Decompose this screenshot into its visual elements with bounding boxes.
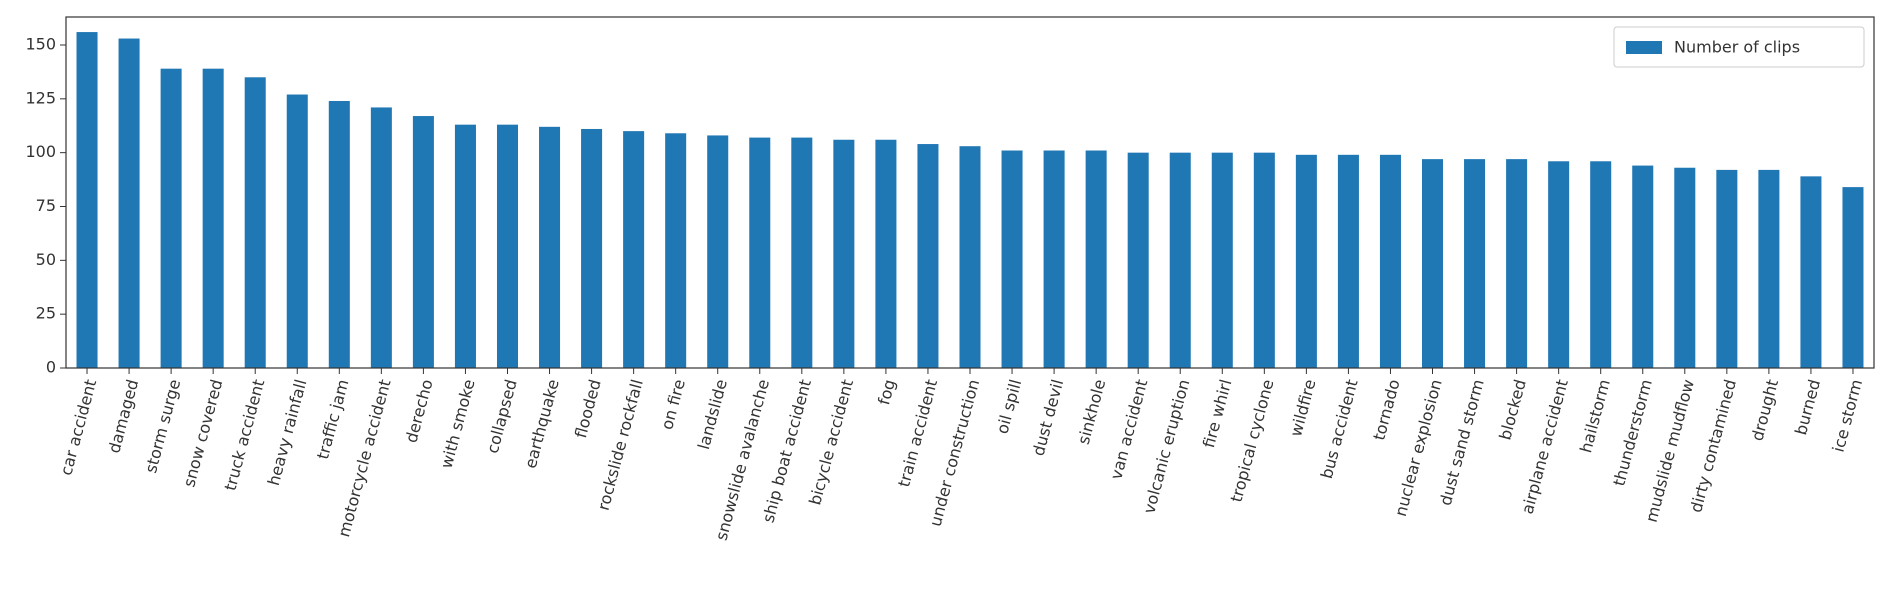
bar bbox=[959, 146, 981, 368]
x-tick-label: landslide bbox=[694, 377, 731, 451]
y-tick-label: 0 bbox=[46, 358, 56, 377]
x-tick-label: burned bbox=[1791, 377, 1824, 437]
bar bbox=[76, 32, 98, 369]
bar bbox=[1295, 154, 1317, 368]
x-tick-label: van accident bbox=[1106, 377, 1151, 481]
x-tick-label: bus accident bbox=[1317, 377, 1362, 480]
x-tick-label: volcanic eruption bbox=[1139, 377, 1193, 515]
y-tick-label: 50 bbox=[36, 250, 56, 269]
bar bbox=[1506, 159, 1528, 368]
x-tick-label: thunderstorm bbox=[1609, 377, 1656, 488]
x-tick-label: flooded bbox=[571, 377, 605, 440]
x-tick-label: tornado bbox=[1369, 377, 1403, 442]
x-tick-label: fire whirl bbox=[1199, 377, 1235, 449]
x-tick-label: dust sand storm bbox=[1436, 377, 1488, 507]
bar bbox=[1127, 152, 1149, 368]
bar bbox=[1716, 169, 1738, 368]
y-tick-label: 150 bbox=[25, 34, 56, 53]
bar bbox=[1043, 150, 1065, 368]
x-tick-label: damaged bbox=[104, 377, 142, 455]
x-tick-label: with smoke bbox=[437, 377, 479, 470]
bar bbox=[1632, 165, 1654, 368]
x-tick-label: wildfire bbox=[1286, 377, 1319, 438]
bar bbox=[875, 139, 897, 368]
y-tick-label: 125 bbox=[25, 88, 56, 107]
bar bbox=[1758, 169, 1780, 368]
x-tick-label: airplane accident bbox=[1518, 377, 1572, 516]
bar bbox=[1085, 150, 1107, 368]
legend-box bbox=[1613, 26, 1865, 68]
bar bbox=[791, 137, 813, 368]
bar bbox=[1422, 159, 1444, 368]
bar bbox=[707, 135, 729, 368]
bar bbox=[1800, 176, 1822, 368]
bar bbox=[833, 139, 855, 368]
y-tick-label: 25 bbox=[36, 304, 56, 323]
x-tick-label: hailstorm bbox=[1576, 377, 1614, 454]
bar bbox=[202, 68, 224, 369]
x-tick-label: car accident bbox=[56, 377, 100, 477]
x-tick-label: traffic jam bbox=[313, 377, 353, 461]
x-tick-label: tropical cyclone bbox=[1226, 377, 1277, 504]
x-tick-label: rockslide rockfall bbox=[594, 377, 647, 512]
y-tick-label: 100 bbox=[25, 142, 56, 161]
bar bbox=[1001, 150, 1023, 368]
x-tick-label: on fire bbox=[657, 377, 689, 431]
x-tick-label: dirty contamined bbox=[1686, 377, 1740, 514]
bar bbox=[454, 124, 476, 369]
x-tick-label: storm surge bbox=[141, 377, 184, 475]
bar bbox=[539, 126, 561, 368]
bar bbox=[370, 107, 392, 369]
x-tick-label: ice storm bbox=[1829, 377, 1867, 454]
x-tick-label: collapsed bbox=[483, 377, 521, 455]
x-tick-label: snow covered bbox=[179, 377, 226, 489]
bar bbox=[623, 131, 645, 368]
bar bbox=[1379, 154, 1401, 368]
bar bbox=[1842, 187, 1864, 368]
bar bbox=[118, 38, 140, 368]
bar bbox=[665, 133, 687, 368]
x-tick-label: drought bbox=[1747, 377, 1782, 443]
legend-label: Number of clips bbox=[1674, 38, 1800, 57]
bar bbox=[412, 116, 434, 369]
bar bbox=[1169, 152, 1191, 368]
x-tick-label: dust devil bbox=[1029, 377, 1068, 458]
bar bbox=[749, 137, 771, 368]
bar bbox=[1548, 161, 1570, 368]
bar bbox=[286, 94, 308, 368]
bar bbox=[496, 124, 518, 369]
x-tick-label: truck accident bbox=[220, 377, 268, 492]
bar bbox=[917, 144, 939, 368]
x-tick-label: earthquake bbox=[521, 377, 563, 470]
x-tick-label: train accident bbox=[894, 377, 941, 489]
bar bbox=[1674, 167, 1696, 368]
x-tick-label: fog bbox=[874, 377, 899, 407]
x-tick-label: derecho bbox=[401, 377, 436, 445]
x-tick-label: oil spill bbox=[993, 377, 1026, 436]
x-tick-label: bicycle accident bbox=[805, 377, 857, 507]
bar bbox=[160, 68, 182, 369]
bar bbox=[1590, 161, 1612, 368]
bar bbox=[581, 128, 603, 368]
plot-frame bbox=[65, 16, 1875, 369]
bar bbox=[1253, 152, 1275, 368]
legend-swatch bbox=[1626, 41, 1662, 54]
bar bbox=[328, 100, 350, 368]
bar bbox=[1464, 159, 1486, 368]
y-tick-label: 75 bbox=[36, 196, 56, 215]
x-tick-label: heavy rainfall bbox=[264, 377, 311, 487]
bar bbox=[1337, 154, 1359, 368]
x-tick-label: sinkhole bbox=[1074, 377, 1110, 446]
bar bbox=[1211, 152, 1233, 368]
bar bbox=[244, 77, 266, 368]
x-tick-label: blocked bbox=[1495, 377, 1529, 442]
